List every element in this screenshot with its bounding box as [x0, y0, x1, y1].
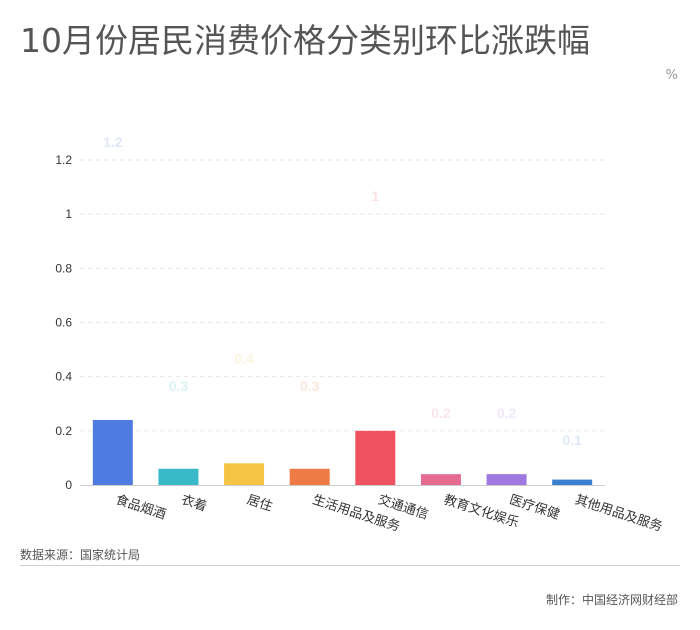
- data-label: 0.1: [562, 432, 582, 448]
- bar: [355, 430, 396, 485]
- bar: [158, 468, 199, 485]
- data-label: 1: [371, 188, 379, 204]
- maker-credit: 制作：中国经济网财经部: [545, 593, 678, 607]
- bar: [552, 479, 593, 485]
- unit-label: %: [665, 68, 678, 83]
- bar: [92, 420, 133, 485]
- data-label: 0.2: [431, 405, 451, 421]
- bar: [224, 463, 265, 485]
- data-label: 0.3: [300, 378, 320, 394]
- data-label: 0.2: [497, 405, 517, 421]
- x-tick-label: 衣着: [179, 492, 209, 515]
- data-label: 0.3: [169, 378, 189, 394]
- x-tick-label: 居住: [245, 493, 274, 515]
- bar: [420, 474, 461, 485]
- data-label: 0.4: [234, 351, 254, 367]
- y-tick-label: 0.2: [55, 424, 72, 438]
- footer-divider: [20, 565, 680, 566]
- bar: [289, 468, 330, 485]
- x-tick-label: 其他用品及服务: [573, 492, 665, 535]
- y-tick-label: 0.4: [55, 370, 72, 384]
- y-tick-label: 0.6: [55, 316, 72, 330]
- data-label: 1.2: [103, 134, 123, 150]
- chart-title: 10月份居民消费价格分类别环比涨跌幅: [20, 21, 590, 60]
- bar-chart: 00.20.40.60.811.21.2食品烟酒0.3衣着0.4居住0.3生活用…: [55, 134, 665, 535]
- data-source: 数据来源：国家统计局: [20, 548, 141, 562]
- y-tick-label: 0.8: [55, 261, 72, 275]
- y-tick-label: 0: [65, 478, 72, 492]
- y-tick-label: 1: [65, 207, 72, 221]
- x-tick-label: 教育文化娱乐: [442, 492, 521, 531]
- x-tick-label: 食品烟酒: [114, 492, 168, 523]
- bar: [486, 474, 527, 485]
- y-tick-label: 1.2: [55, 153, 72, 167]
